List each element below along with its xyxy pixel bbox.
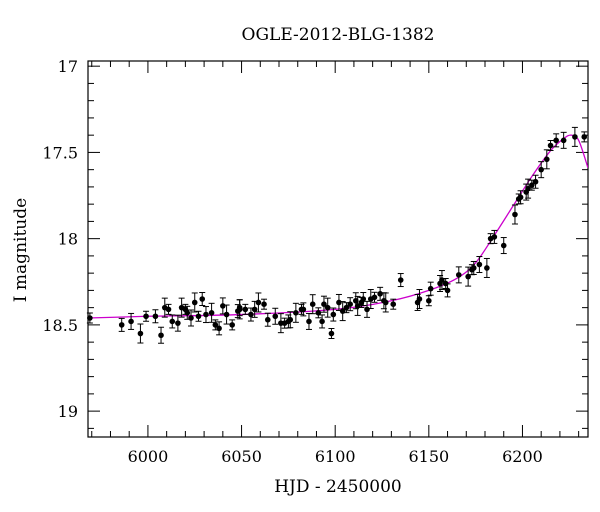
- data-point: [476, 261, 483, 268]
- x-tick-label: 6050: [221, 447, 262, 466]
- y-tick-label: 18.5: [42, 316, 78, 335]
- data-point: [203, 311, 209, 318]
- data-point: [529, 182, 535, 188]
- data-point: [158, 332, 164, 339]
- data-point: [517, 194, 524, 201]
- data-point: [248, 311, 254, 318]
- axis-ticks: 6000 6050 6100 6150 6200 17 17.5 18 18.5 19: [42, 57, 588, 466]
- data-point: [229, 322, 235, 328]
- data-point: [343, 304, 350, 311]
- data-point: [347, 301, 353, 307]
- data-point: [532, 178, 539, 185]
- data-point: [306, 318, 312, 325]
- data-point: [544, 156, 550, 163]
- data-point: [251, 306, 258, 313]
- data-point: [118, 322, 125, 328]
- data-point: [220, 303, 226, 309]
- data-point: [272, 313, 279, 320]
- data-point: [512, 211, 518, 218]
- x-tick-label: 6000: [128, 447, 169, 466]
- data-point: [324, 304, 331, 311]
- data-point: [547, 142, 554, 149]
- data-point: [427, 285, 434, 292]
- data-point: [165, 306, 172, 313]
- data-point: [360, 296, 367, 302]
- data-point: [328, 330, 335, 337]
- y-tick-label: 19: [58, 402, 78, 421]
- data-point: [287, 316, 294, 323]
- data-point: [264, 316, 271, 323]
- data-point: [255, 299, 262, 306]
- data-point: [128, 318, 134, 325]
- x-tick-label: 6100: [315, 447, 356, 466]
- data-point: [300, 306, 307, 313]
- y-tick-label: 17: [58, 57, 78, 76]
- data-point: [261, 301, 267, 307]
- x-tick-label: 6150: [408, 447, 449, 466]
- data-point: [364, 306, 370, 313]
- y-axis-label: I magnitude: [11, 198, 31, 302]
- data-point: [444, 287, 451, 294]
- data-point: [188, 315, 194, 321]
- y-tick-label: 18: [58, 230, 78, 249]
- data-point: [500, 242, 507, 249]
- data-point: [470, 265, 477, 271]
- plot-area: [87, 60, 589, 438]
- data-point: [336, 299, 342, 306]
- data-point: [242, 306, 249, 313]
- data-point: [208, 310, 215, 316]
- data-point: [390, 301, 397, 307]
- data-point: [195, 313, 202, 320]
- data-point: [581, 134, 588, 140]
- data-point: [137, 330, 144, 337]
- data-point: [315, 310, 322, 316]
- x-tick-label: 6200: [502, 447, 543, 466]
- model-curve: [88, 134, 588, 319]
- data-point: [143, 313, 149, 320]
- data-point: [321, 301, 327, 307]
- data-point: [491, 234, 498, 240]
- data-point: [309, 301, 316, 307]
- data-points: [86, 126, 588, 344]
- data-point: [553, 137, 559, 144]
- data-point: [184, 310, 191, 316]
- data-point: [330, 311, 337, 318]
- data-point: [191, 299, 198, 306]
- data-point: [538, 166, 544, 173]
- data-point: [319, 318, 325, 325]
- data-point: [397, 277, 404, 283]
- data-point: [236, 306, 243, 313]
- plot-frame: [87, 60, 589, 438]
- data-point: [87, 315, 93, 321]
- data-point: [572, 134, 578, 140]
- data-point: [216, 325, 222, 332]
- data-point: [175, 320, 181, 326]
- data-point: [484, 265, 490, 271]
- y-tick-label: 17.5: [42, 143, 78, 162]
- data-point: [382, 299, 389, 306]
- data-point: [169, 318, 176, 325]
- data-point: [293, 310, 299, 316]
- model-layer: [88, 134, 588, 319]
- chart-title: OGLE-2012-BLG-1382: [242, 25, 435, 45]
- x-axis-label: HJD - 2450000: [274, 477, 402, 497]
- data-point: [426, 297, 432, 304]
- data-point: [416, 296, 423, 302]
- data-point: [455, 272, 462, 278]
- data-point: [560, 137, 567, 144]
- data-point: [371, 294, 378, 301]
- data-point: [223, 311, 230, 318]
- data-point: [212, 322, 219, 328]
- data-point: [377, 291, 383, 297]
- data-point: [199, 296, 206, 302]
- data-point: [152, 313, 159, 320]
